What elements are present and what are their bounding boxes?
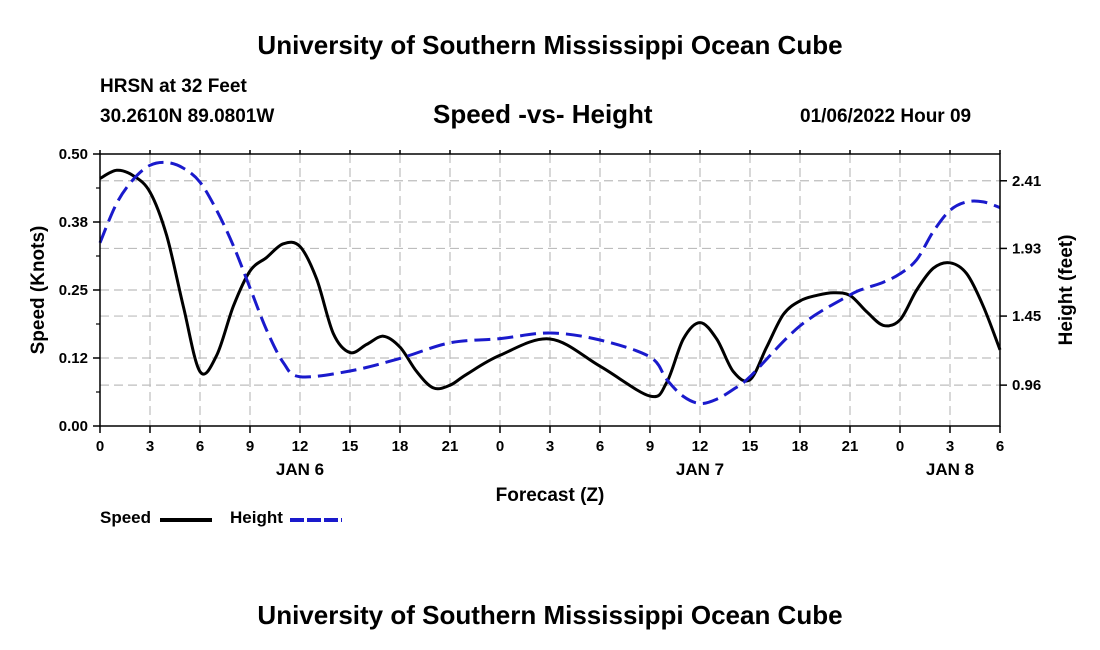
- chart-title: Speed -vs- Height: [433, 99, 653, 129]
- grid-lines: [100, 154, 1000, 426]
- x-tick-label: 0: [96, 438, 104, 455]
- chart-svg: 0 3 6 9 12 15 18 21 0 3 6 9 12 15 18 21 0 3 6 0.00 0.12 0.25 0…: [28, 146, 1077, 506]
- coordinates-label: 30.2610N 89.0801W: [100, 106, 275, 127]
- y2-axis-label: Height (feet): [1056, 235, 1077, 346]
- legend-swatch-speed: [160, 518, 212, 522]
- x-tick-label: 3: [546, 438, 554, 455]
- x-tick-label: 12: [692, 438, 709, 455]
- y2-tick-label: 2.41: [1012, 173, 1041, 190]
- day-label: JAN 8: [926, 460, 974, 479]
- x-tick-label: 9: [246, 438, 254, 455]
- x-tick-label: 12: [292, 438, 309, 455]
- y-tick-label: 0.50: [59, 146, 88, 163]
- x-tick-label: 0: [896, 438, 904, 455]
- y-tick-label: 0.00: [59, 418, 88, 435]
- x-tick-label: 18: [792, 438, 809, 455]
- day-label: JAN 6: [276, 460, 324, 479]
- x-tick-label: 15: [742, 438, 759, 455]
- legend-item-speed: Speed: [100, 508, 212, 528]
- x-tick-label: 15: [342, 438, 359, 455]
- y2-tick-label: 1.93: [1012, 240, 1041, 257]
- legend-label-speed: Speed: [100, 508, 152, 527]
- axes-layer: 0 3 6 9 12 15 18 21 0 3 6 9 12 15 18 21 0 3 6 0.00 0.12 0.25 0…: [59, 146, 1041, 479]
- x-tick-label: 3: [946, 438, 954, 455]
- series-line-height: [98, 160, 1001, 406]
- datetime-label: 01/06/2022 Hour 09: [800, 106, 972, 127]
- x-tick-label: 21: [442, 438, 459, 455]
- series-line-speed: [99, 168, 1002, 399]
- x-tick-label: 0: [496, 438, 504, 455]
- bottom-title: University of Southern Mississippi Ocean…: [257, 600, 843, 630]
- x-tick-label: 6: [996, 438, 1004, 455]
- x-tick-label: 18: [392, 438, 409, 455]
- x-tick-label: 9: [646, 438, 654, 455]
- y-tick-label: 0.25: [59, 282, 88, 299]
- top-title: University of Southern Mississippi Ocean…: [257, 30, 843, 60]
- legend-swatch-height: [290, 518, 342, 522]
- x-tick-label: 21: [842, 438, 859, 455]
- y-tick-label: 0.38: [59, 214, 88, 231]
- series-layer: [98, 160, 1002, 406]
- station-label: HRSN at 32 Feet: [100, 76, 247, 97]
- legend-item-height: Height: [230, 508, 342, 528]
- y2-tick-label: 0.96: [1012, 377, 1041, 394]
- y-tick-label: 0.12: [59, 350, 88, 367]
- x-tick-label: 3: [146, 438, 154, 455]
- x-axis-label: Forecast (Z): [496, 485, 605, 506]
- y2-tick-label: 1.45: [1012, 308, 1041, 325]
- y-axis-label: Speed (Knots): [28, 226, 49, 355]
- x-tick-label: 6: [196, 438, 204, 455]
- legend-label-height: Height: [230, 508, 283, 527]
- day-label: JAN 7: [676, 460, 724, 479]
- x-tick-label: 6: [596, 438, 604, 455]
